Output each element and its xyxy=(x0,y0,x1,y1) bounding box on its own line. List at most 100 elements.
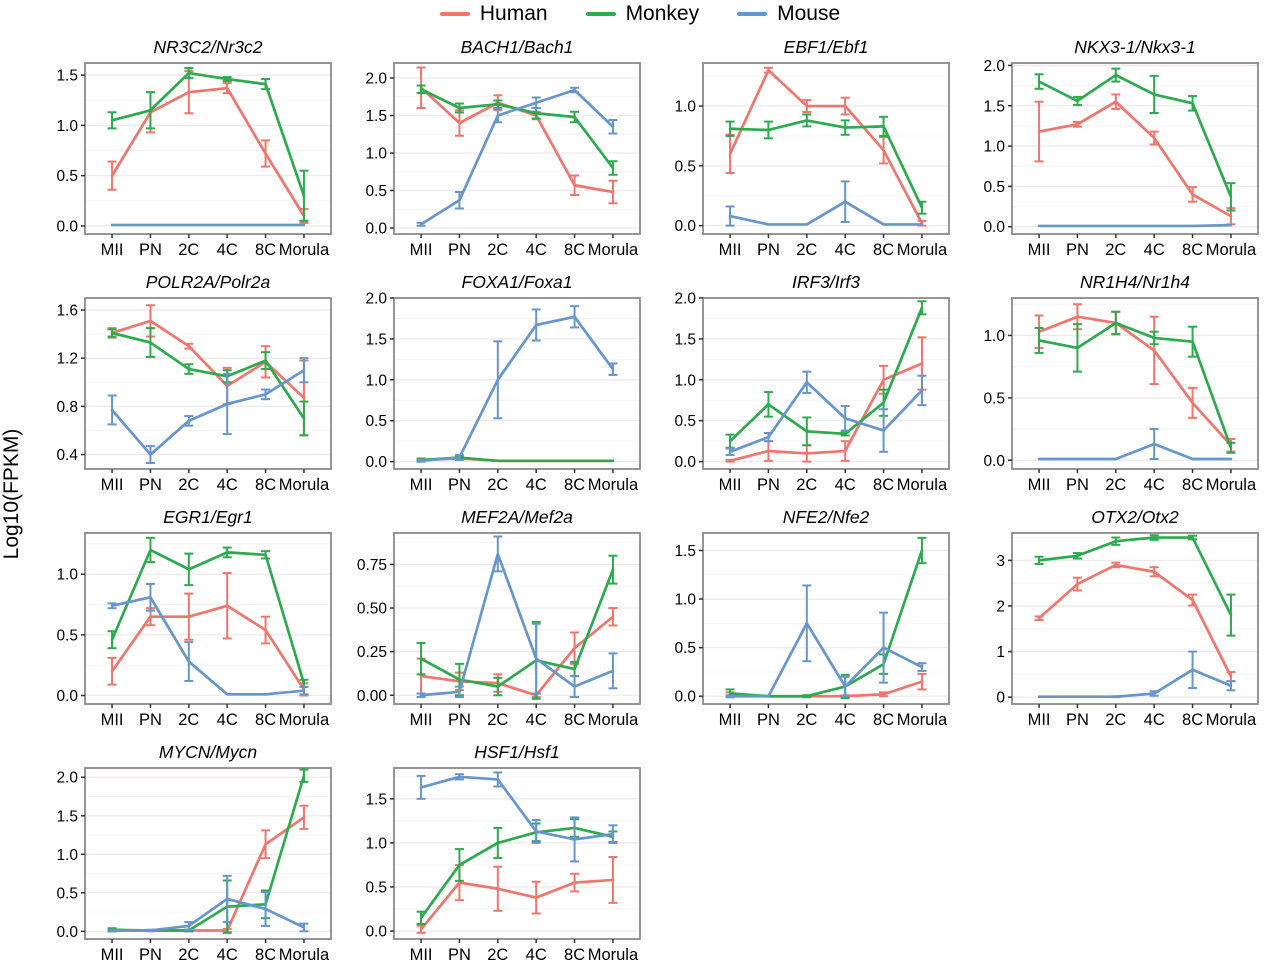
plot-border xyxy=(1011,532,1259,705)
panel-title: HSF1/Hsf1 xyxy=(474,742,560,762)
svg-text:2.0: 2.0 xyxy=(674,291,696,308)
series-monkey-line xyxy=(110,331,306,420)
svg-text:MII: MII xyxy=(101,476,124,494)
x-axis-ticks: MII PN 2C 4C 8C Morula xyxy=(1028,704,1257,729)
chart-panel-mef2a-mef2a: MEF2A/Mef2a 0.00 0.25 0.50 0.75 MII PN 2C 4C 8C Mo… xyxy=(357,507,641,729)
plot-border xyxy=(84,532,332,705)
svg-text:MII: MII xyxy=(101,946,124,964)
svg-text:8C: 8C xyxy=(1182,476,1203,494)
svg-text:0.0: 0.0 xyxy=(674,689,696,706)
gridlines xyxy=(1012,64,1258,228)
x-axis-ticks: MII PN 2C 4C 8C Morula xyxy=(101,234,330,259)
series-human-errorbars xyxy=(416,856,618,934)
svg-text:PN: PN xyxy=(757,711,780,729)
svg-text:1.5: 1.5 xyxy=(365,791,387,808)
svg-text:2C: 2C xyxy=(1105,476,1126,494)
plot-border xyxy=(393,62,641,235)
svg-text:4C: 4C xyxy=(1144,476,1165,494)
series-monkey-errorbars xyxy=(416,818,618,926)
svg-text:0.5: 0.5 xyxy=(56,168,78,185)
legend: Human Monkey Mouse xyxy=(0,2,1280,26)
svg-text:0.5: 0.5 xyxy=(983,390,1005,407)
panel-title: NR3C2/Nr3c2 xyxy=(154,37,263,57)
svg-text:2C: 2C xyxy=(1105,711,1126,729)
series-mouse-line xyxy=(728,380,924,454)
svg-text:2.0: 2.0 xyxy=(365,291,387,308)
series-human-line xyxy=(110,604,306,691)
chart-panel-hsf1-hsf1: HSF1/Hsf1 0.0 0.5 1.0 1.5 MII PN 2C 4C 8C Morula xyxy=(365,742,641,964)
svg-text:Morula: Morula xyxy=(1206,241,1257,259)
svg-text:4C: 4C xyxy=(835,241,856,259)
series-monkey-errorbars xyxy=(725,536,927,700)
series-mouse-errorbars xyxy=(107,874,309,933)
panel-cell-otx2-otx2: OTX2/Otx2 0 1 2 3 MII PN 2C 4C 8C Morula xyxy=(959,506,1265,741)
chart-panel-foxa1-foxa1: FOXA1/Foxa1 0.0 0.5 1.0 1.5 2.0 MII PN 2C 4C 8C Mor… xyxy=(365,272,641,494)
chart-panel-ebf1-ebf1: EBF1/Ebf1 0.0 0.5 1.0 MII PN 2C 4C 8C Morula xyxy=(674,37,950,259)
svg-text:Morula: Morula xyxy=(588,241,639,259)
chart-panel-nfe2-nfe2: NFE2/Nfe2 0.0 0.5 1.0 1.5 MII PN 2C 4C 8C Morula xyxy=(674,507,950,729)
y-axis-ticks: 0.0 0.5 1.0 1.5 2.0 xyxy=(365,291,394,471)
series-mouse-line xyxy=(728,622,924,698)
svg-text:8C: 8C xyxy=(255,241,276,259)
svg-text:2C: 2C xyxy=(487,711,508,729)
gridlines xyxy=(703,549,949,697)
svg-text:1.0: 1.0 xyxy=(674,372,696,389)
svg-text:4C: 4C xyxy=(526,476,547,494)
panel-title: MEF2A/Mef2a xyxy=(461,507,573,527)
panel-title: NKX3-1/Nkx3-1 xyxy=(1074,37,1196,57)
svg-text:1: 1 xyxy=(996,644,1005,661)
x-axis-ticks: MII PN 2C 4C 8C Morula xyxy=(410,704,639,729)
svg-text:2: 2 xyxy=(996,598,1005,615)
panel-cell-irf3-irf3: IRF3/Irf3 0.0 0.5 1.0 1.5 2.0 MII PN 2C 4C 8C Morul… xyxy=(650,271,956,506)
svg-text:4C: 4C xyxy=(1144,241,1165,259)
series-monkey-line xyxy=(110,548,306,685)
svg-text:4C: 4C xyxy=(526,946,547,964)
svg-text:2C: 2C xyxy=(487,946,508,964)
y-axis-label: Log10(FPKM) xyxy=(0,428,23,560)
svg-text:PN: PN xyxy=(139,711,162,729)
chart-panel-mycn-mycn: MYCN/Mycn 0.0 0.5 1.0 1.5 2.0 MII PN 2C 4C 8C Morul… xyxy=(56,742,332,964)
x-axis-ticks: MII PN 2C 4C 8C Morula xyxy=(410,939,639,964)
series-human-line xyxy=(728,680,924,698)
svg-text:MII: MII xyxy=(1028,476,1051,494)
svg-text:0.5: 0.5 xyxy=(674,640,696,657)
svg-text:3: 3 xyxy=(996,553,1005,570)
gridlines xyxy=(85,543,331,697)
plot-border xyxy=(702,62,950,235)
panel-title: BACH1/Bach1 xyxy=(461,37,574,57)
human-line-swatch-icon xyxy=(439,12,470,16)
svg-text:PN: PN xyxy=(448,241,471,259)
svg-text:Morula: Morula xyxy=(279,241,330,259)
panel-title: NR1H4/Nr1h4 xyxy=(1080,272,1190,292)
panel-cell-ebf1-ebf1: EBF1/Ebf1 0.0 0.5 1.0 MII PN 2C 4C 8C Morula xyxy=(650,36,956,271)
series-monkey-line xyxy=(728,119,924,210)
panel-cell-egr1-egr1: EGR1/Egr1 0.0 0.5 1.0 MII PN 2C 4C 8C Morula xyxy=(32,506,338,741)
series-human-errorbars xyxy=(416,607,618,699)
x-axis-ticks: MII PN 2C 4C 8C Morula xyxy=(719,234,948,259)
plot-border xyxy=(393,297,641,470)
svg-text:8C: 8C xyxy=(255,946,276,964)
series-monkey-errorbars xyxy=(107,768,309,934)
y-axis-ticks: 0.0 0.5 1.0 1.5 xyxy=(56,68,85,235)
svg-text:1.0: 1.0 xyxy=(365,372,387,389)
series-human-line xyxy=(110,319,306,400)
series-monkey-errorbars xyxy=(107,536,309,689)
svg-text:2C: 2C xyxy=(796,476,817,494)
svg-text:PN: PN xyxy=(1066,476,1089,494)
svg-text:0.50: 0.50 xyxy=(357,601,388,618)
svg-text:PN: PN xyxy=(448,711,471,729)
svg-text:MII: MII xyxy=(410,711,433,729)
chart-panel-nr1h4-nr1h4: NR1H4/Nr1h4 0.0 0.5 1.0 MII PN 2C 4C 8C Morula xyxy=(983,272,1259,494)
svg-text:8C: 8C xyxy=(873,476,894,494)
svg-text:2C: 2C xyxy=(487,476,508,494)
panel-cell-bach1-bach1: BACH1/Bach1 0.0 0.5 1.0 1.5 2.0 MII PN 2C 4C 8C Mor… xyxy=(341,36,647,271)
svg-text:2C: 2C xyxy=(796,241,817,259)
series-monkey-line xyxy=(1037,321,1233,450)
svg-text:Morula: Morula xyxy=(1206,476,1257,494)
series-mouse-line xyxy=(728,200,924,226)
series-human-errorbars xyxy=(1034,561,1236,683)
svg-text:0.5: 0.5 xyxy=(674,413,696,430)
legend-label-mouse: Mouse xyxy=(777,2,841,25)
gridlines xyxy=(85,74,331,227)
chart-panel-egr1-egr1: EGR1/Egr1 0.0 0.5 1.0 MII PN 2C 4C 8C Morula xyxy=(56,507,332,729)
